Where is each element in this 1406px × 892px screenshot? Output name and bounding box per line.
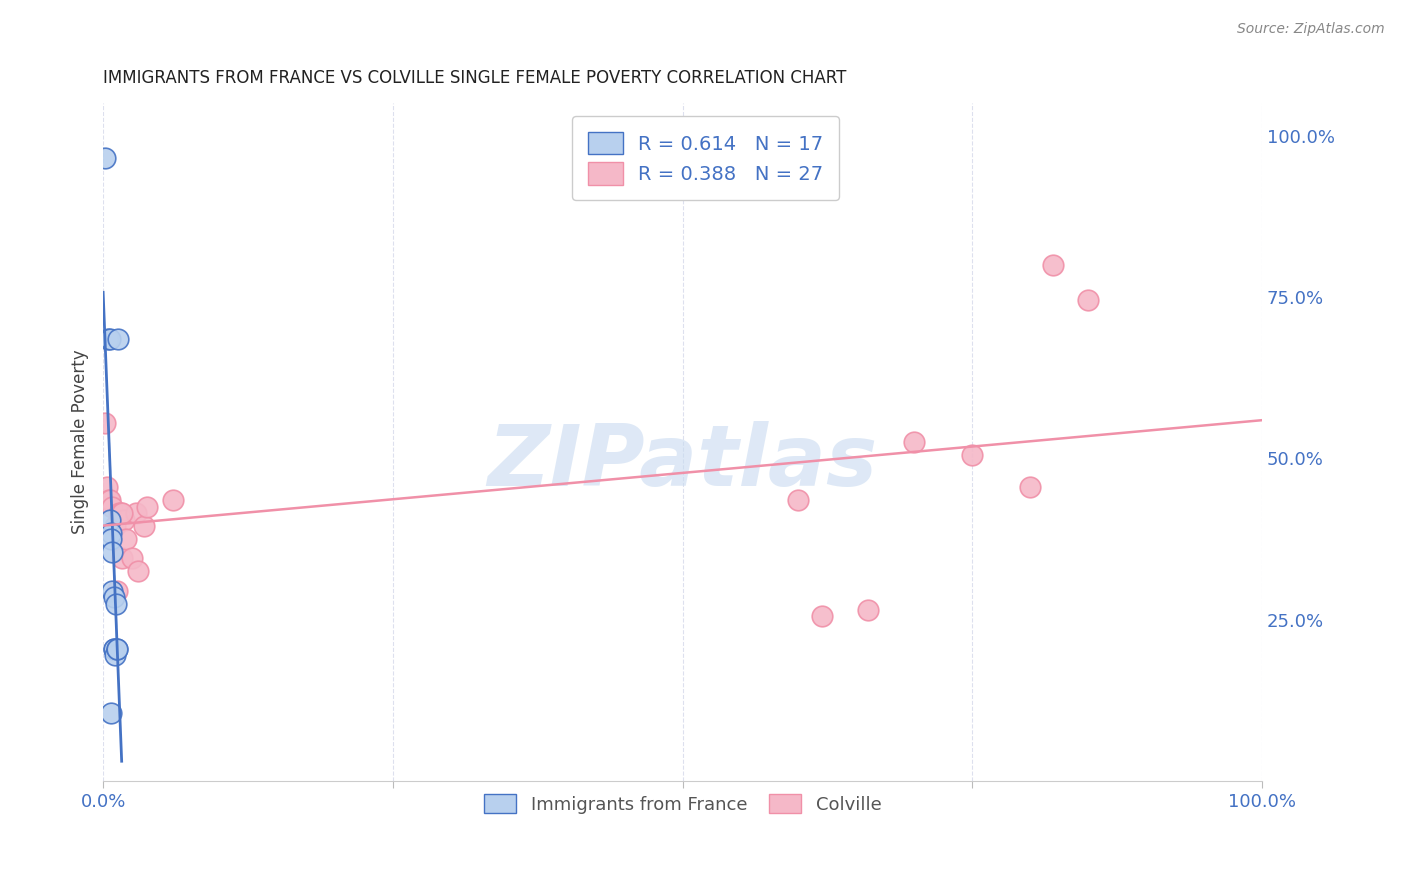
Point xyxy=(94,416,117,430)
Point xyxy=(105,641,128,656)
Point xyxy=(903,435,925,450)
Point xyxy=(124,506,146,520)
Point xyxy=(1019,480,1042,494)
Point xyxy=(100,525,122,540)
Point xyxy=(810,609,832,624)
Point xyxy=(100,706,122,721)
Legend: Immigrants from France, Colville: Immigrants from France, Colville xyxy=(475,785,890,822)
Text: IMMIGRANTS FROM FRANCE VS COLVILLE SINGLE FEMALE POVERTY CORRELATION CHART: IMMIGRANTS FROM FRANCE VS COLVILLE SINGL… xyxy=(103,69,846,87)
Point xyxy=(101,545,124,559)
Point xyxy=(162,493,184,508)
Point xyxy=(104,519,127,533)
Point xyxy=(96,480,118,494)
Point xyxy=(98,513,121,527)
Point xyxy=(787,493,810,508)
Point xyxy=(104,648,127,662)
Point xyxy=(104,597,127,611)
Point xyxy=(100,532,122,546)
Text: Source: ZipAtlas.com: Source: ZipAtlas.com xyxy=(1237,22,1385,37)
Point xyxy=(105,583,128,598)
Point xyxy=(105,641,128,656)
Point xyxy=(98,332,121,346)
Y-axis label: Single Female Poverty: Single Female Poverty xyxy=(72,350,89,534)
Point xyxy=(107,332,129,346)
Point xyxy=(960,448,983,462)
Point xyxy=(103,590,125,604)
Point xyxy=(98,493,121,508)
Point xyxy=(121,551,143,566)
Point xyxy=(127,564,149,578)
Point xyxy=(110,506,132,520)
Point xyxy=(856,603,879,617)
Point xyxy=(97,332,120,346)
Point xyxy=(136,500,159,514)
Point xyxy=(103,641,125,656)
Point xyxy=(112,513,135,527)
Point xyxy=(97,493,120,508)
Point xyxy=(103,641,125,656)
Point xyxy=(115,532,138,546)
Point xyxy=(101,500,124,514)
Point xyxy=(108,506,131,520)
Point xyxy=(111,506,134,520)
Point xyxy=(132,519,155,533)
Point xyxy=(94,151,117,165)
Point xyxy=(1077,293,1099,308)
Point xyxy=(101,583,124,598)
Text: ZIPatlas: ZIPatlas xyxy=(488,421,877,504)
Point xyxy=(1042,258,1064,272)
Point xyxy=(111,551,134,566)
